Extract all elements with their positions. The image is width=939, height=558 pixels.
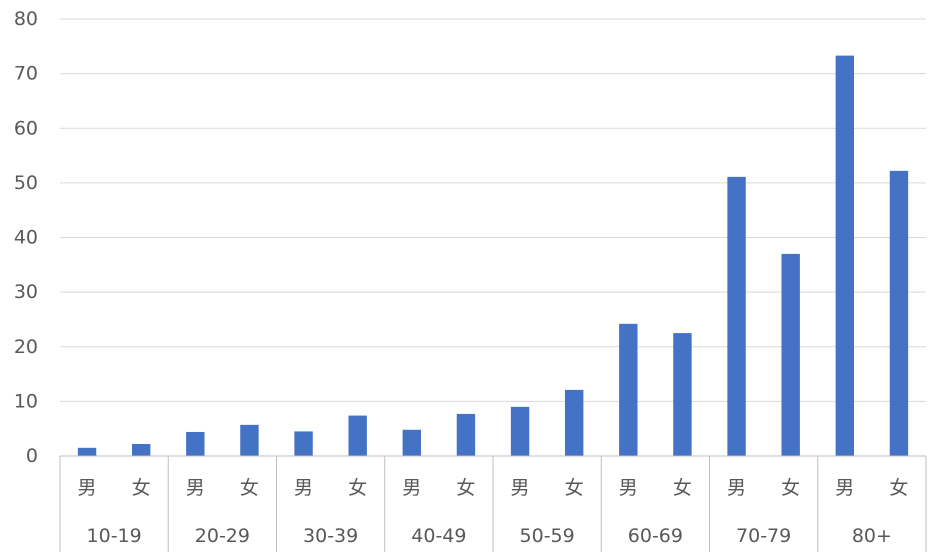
x-group-label: 40-49 — [411, 525, 466, 547]
bar — [727, 176, 746, 456]
x-subcategory-label: 女 — [240, 477, 259, 499]
x-group-label: 50-59 — [520, 525, 575, 547]
bar — [77, 447, 97, 456]
y-tick-label: 70 — [14, 63, 38, 85]
bar — [348, 415, 367, 456]
x-subcategory-label: 男 — [294, 477, 313, 499]
x-subcategory-label: 女 — [889, 477, 908, 499]
x-subcategory-label: 男 — [402, 477, 421, 499]
bar — [456, 413, 476, 456]
x-group-label: 70-79 — [736, 525, 791, 547]
x-subcategory-label: 男 — [835, 477, 854, 499]
gridlines — [60, 18, 926, 402]
bar — [673, 333, 692, 456]
bar — [240, 424, 259, 456]
x-subcategory-label: 男 — [78, 477, 97, 499]
x-group-label: 80+ — [852, 525, 892, 547]
bar — [564, 389, 584, 456]
y-tick-label: 10 — [14, 390, 38, 412]
x-group-label: 60-69 — [628, 525, 683, 547]
x-subcategory-label: 女 — [673, 477, 692, 499]
x-group-label: 20-29 — [195, 525, 250, 547]
x-subcategory-label: 女 — [565, 477, 584, 499]
y-tick-label: 0 — [26, 445, 38, 467]
y-tick-label: 30 — [14, 281, 38, 303]
x-subcategory-label: 男 — [511, 477, 530, 499]
y-tick-label: 20 — [14, 336, 38, 358]
bar — [186, 431, 205, 456]
bar — [889, 170, 909, 457]
bar — [835, 55, 855, 456]
axes — [59, 455, 927, 552]
x-subcategory-label: 女 — [348, 477, 367, 499]
bar — [781, 253, 800, 456]
x-subcategory-label: 女 — [456, 477, 475, 499]
bar — [510, 406, 530, 456]
x-subcategory-label: 男 — [727, 477, 746, 499]
x-subcategory-label: 女 — [132, 477, 151, 499]
y-tick-label: 50 — [14, 172, 38, 194]
bar — [131, 443, 151, 456]
labels: 0 10 20 30 40 50 60 70 80 男 女 10-19 男 女 20-29 男 女 30-39 男 女… — [14, 8, 909, 547]
bar — [619, 323, 638, 456]
y-tick-label: 60 — [14, 117, 38, 139]
bars — [77, 55, 909, 457]
bar — [294, 431, 313, 456]
y-tick-label: 40 — [14, 227, 38, 249]
x-subcategory-label: 女 — [781, 477, 800, 499]
bar — [402, 429, 422, 456]
x-group-label: 10-19 — [87, 525, 142, 547]
x-subcategory-label: 男 — [186, 477, 205, 499]
x-subcategory-label: 男 — [619, 477, 638, 499]
y-tick-label: 80 — [14, 8, 38, 30]
x-group-label: 30-39 — [303, 525, 358, 547]
